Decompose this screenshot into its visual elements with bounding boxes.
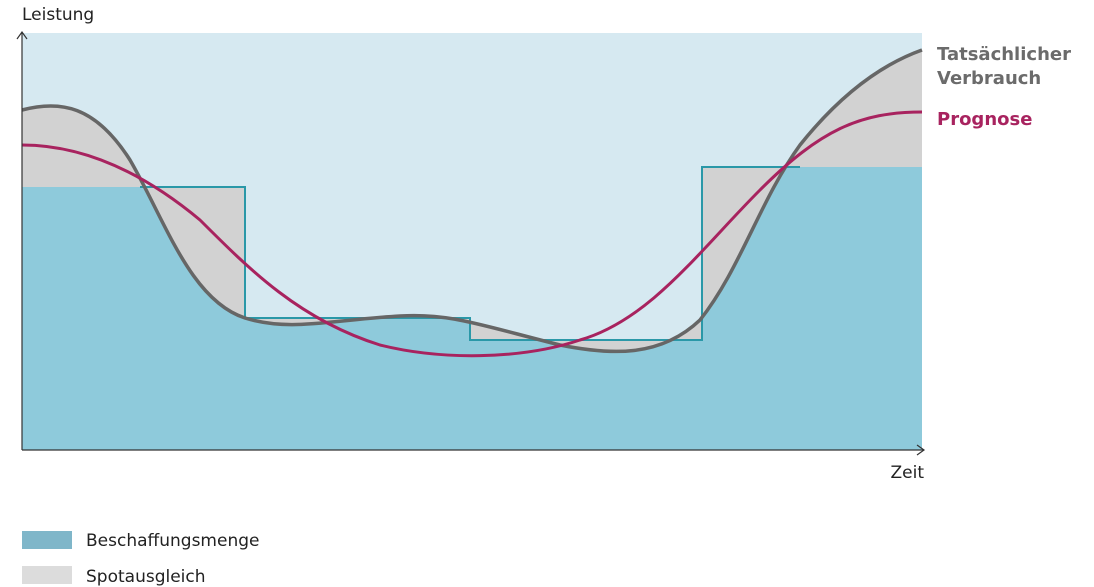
y-axis-label: Leistung: [22, 5, 94, 25]
legend-swatch: [22, 566, 72, 584]
actual-label: Tatsächlicher: [937, 44, 1071, 65]
procurement-area: [22, 167, 922, 450]
actual-label: Verbrauch: [937, 68, 1041, 89]
legend-label: Spotausgleich: [86, 567, 206, 587]
forecast-label: Prognose: [937, 109, 1032, 130]
procurement-outline: [140, 166, 800, 341]
legend-swatch: [22, 531, 72, 549]
x-axis-label: Zeit: [891, 463, 925, 483]
y-axis-arrow: [16, 30, 28, 40]
forecast-curve: [21, 110, 923, 358]
x-axis-arrow: [916, 444, 926, 456]
legend-label: Beschaffungsmenge: [86, 531, 259, 551]
